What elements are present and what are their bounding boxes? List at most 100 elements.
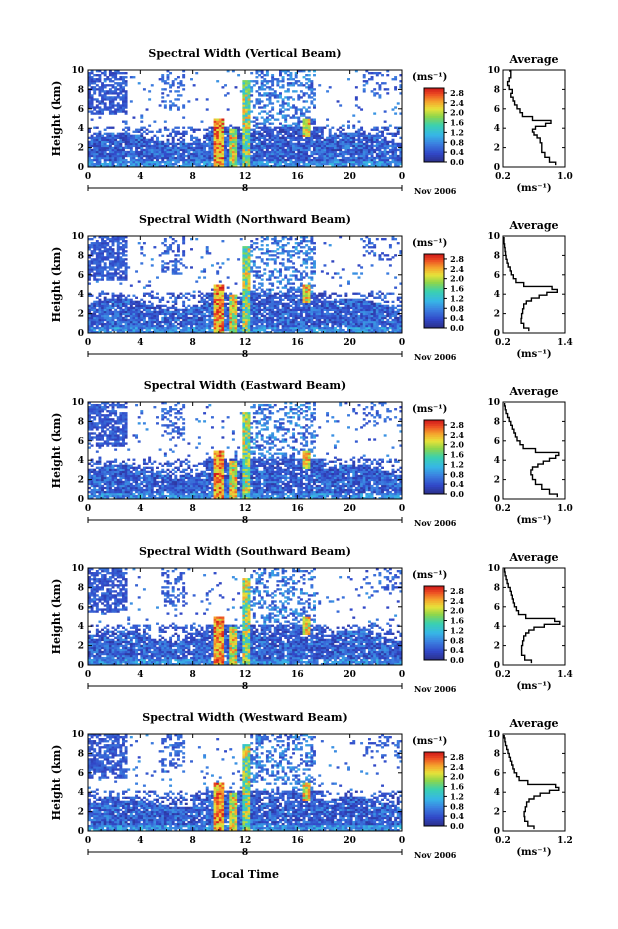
y-tick-label: 6 [78, 271, 84, 281]
day-label: 8 [242, 682, 248, 692]
colorbar-tick-label: 1.2 [450, 791, 464, 801]
x-axis-title: Local Time [211, 868, 279, 881]
y-tick-label: 10 [71, 564, 84, 574]
y-tick-label: 8 [78, 749, 84, 759]
average-profile: Average 0 2 4 6 8 10 0.2 1.0 (ms⁻¹) [487, 53, 572, 194]
x-tick-label: 0 [85, 172, 91, 182]
x-tick-label: 0 [399, 670, 405, 680]
date-label: Nov 2006 [414, 518, 457, 528]
colorbar-tick-label: 2.0 [450, 440, 464, 450]
colorbar-tick-label: 0.8 [450, 635, 464, 645]
colorbar-tick-label: 2.0 [450, 274, 464, 284]
date-label: Nov 2006 [414, 684, 457, 694]
y-tick-label: 8 [78, 85, 84, 95]
average-x-tick-label: 1.4 [557, 338, 573, 348]
colorbar: (ms⁻¹) 0.00.40.81.21.62.02.42.8 [412, 736, 464, 831]
y-tick-label: 4 [78, 788, 84, 798]
average-line [503, 403, 560, 498]
colorbar-unit: (ms⁻¹) [412, 238, 447, 249]
day-label: 8 [242, 184, 248, 194]
x-tick-label: 20 [343, 836, 356, 846]
average-y-tick-label: 6 [494, 105, 500, 115]
average-y-tick-label: 8 [494, 417, 500, 427]
average-frame [502, 567, 566, 666]
x-tick-label: 4 [137, 338, 143, 348]
average-x-tick-label: 1.0 [557, 172, 573, 182]
colorbar-frame [423, 419, 445, 495]
colorbar-tick-label: 0.8 [450, 303, 464, 313]
average-y-tick-label: 2 [494, 476, 500, 486]
x-tick-label: 4 [137, 670, 143, 680]
x-tick-label: 16 [291, 172, 304, 182]
average-x-tick-label: 0.2 [495, 338, 511, 348]
average-y-tick-label: 10 [487, 730, 500, 740]
y-axis: 0 2 4 6 8 10 [71, 564, 402, 671]
panel-4: Spectral Width (Southward Beam)0 4 8 12 16 20… [50, 545, 573, 694]
x-tick-label: 0 [85, 338, 91, 348]
x-tick-label: 12 [239, 172, 252, 182]
average-y-tick-label: 2 [494, 808, 500, 818]
panel-title: Spectral Width (Vertical Beam) [148, 47, 341, 60]
colorbar-tick-label: 0.4 [450, 147, 464, 157]
colorbar-tick-label: 0.0 [450, 323, 464, 333]
x-axis: 0 4 8 12 16 20 0 [85, 70, 405, 182]
average-profile: Average 0 2 4 6 8 10 0.2 1.2 (ms⁻¹) [487, 717, 572, 858]
average-unit: (ms⁻¹) [516, 847, 551, 858]
colorbar-tick-label: 2.4 [450, 264, 464, 274]
average-frame [502, 733, 566, 832]
y-tick-label: 6 [78, 769, 84, 779]
x-tick-label: 20 [343, 670, 356, 680]
y-tick-label: 2 [78, 476, 84, 486]
average-x-tick-label: 1.0 [557, 504, 573, 514]
colorbar-frame [423, 751, 445, 827]
y-tick-label: 10 [71, 66, 84, 76]
average-profile: Average 0 2 4 6 8 10 0.2 1.4 (ms⁻¹) [487, 551, 572, 692]
panel-title: Spectral Width (Westward Beam) [142, 711, 347, 724]
colorbar-tick-label: 0.0 [450, 821, 464, 831]
y-tick-label: 10 [71, 398, 84, 408]
average-unit: (ms⁻¹) [516, 349, 551, 360]
day-label: 8 [242, 848, 248, 858]
colorbar-tick-label: 1.6 [450, 284, 464, 294]
colorbar-tick-label: 1.2 [450, 625, 464, 635]
average-y-tick-label: 6 [494, 769, 500, 779]
colorbar: (ms⁻¹) 0.00.40.81.21.62.02.42.8 [412, 570, 464, 665]
y-axis-title: Height (km) [50, 81, 63, 157]
y-tick-label: 4 [78, 456, 84, 466]
average-y-tick-label: 6 [494, 603, 500, 613]
colorbar-tick-label: 0.4 [450, 479, 464, 489]
average-y-tick-label: 8 [494, 85, 500, 95]
average-y-tick-label: 4 [494, 788, 500, 798]
panel-title: Spectral Width (Northward Beam) [139, 213, 351, 226]
colorbar-tick-label: 1.6 [450, 616, 464, 626]
average-y-tick-label: 2 [494, 310, 500, 320]
y-tick-label: 8 [78, 583, 84, 593]
y-axis: 0 2 4 6 8 10 [71, 66, 402, 173]
colorbar-frame [423, 253, 445, 329]
x-tick-label: 0 [399, 504, 405, 514]
average-x-tick-label: 0.2 [495, 836, 511, 846]
y-tick-label: 10 [71, 232, 84, 242]
heatmap [88, 568, 403, 666]
y-tick-label: 2 [78, 310, 84, 320]
y-tick-label: 0 [78, 163, 84, 173]
average-y-tick-label: 2 [494, 144, 500, 154]
average-frame [502, 69, 566, 168]
average-x-tick-label: 0.2 [495, 172, 511, 182]
day-label: 8 [242, 350, 248, 360]
average-x-tick-label: 1.2 [557, 836, 573, 846]
colorbar: (ms⁻¹) 0.00.40.81.21.62.02.42.8 [412, 72, 464, 167]
colorbar-tick-label: 1.6 [450, 450, 464, 460]
x-tick-label: 8 [190, 836, 196, 846]
y-axis: 0 2 4 6 8 10 [71, 232, 402, 339]
average-y-tick-label: 10 [487, 398, 500, 408]
x-tick-label: 16 [291, 670, 304, 680]
day-axis: 8 Nov 2006 [87, 848, 457, 860]
colorbar-tick-label: 2.8 [450, 586, 464, 596]
colorbar: (ms⁻¹) 0.00.40.81.21.62.02.42.8 [412, 238, 464, 333]
y-tick-label: 0 [78, 329, 84, 339]
average-line [503, 735, 560, 830]
average-profile: Average 0 2 4 6 8 10 0.2 1.4 (ms⁻¹) [487, 219, 572, 360]
average-x-tick-label: 0.2 [495, 504, 511, 514]
colorbar-tick-label: 2.4 [450, 430, 464, 440]
